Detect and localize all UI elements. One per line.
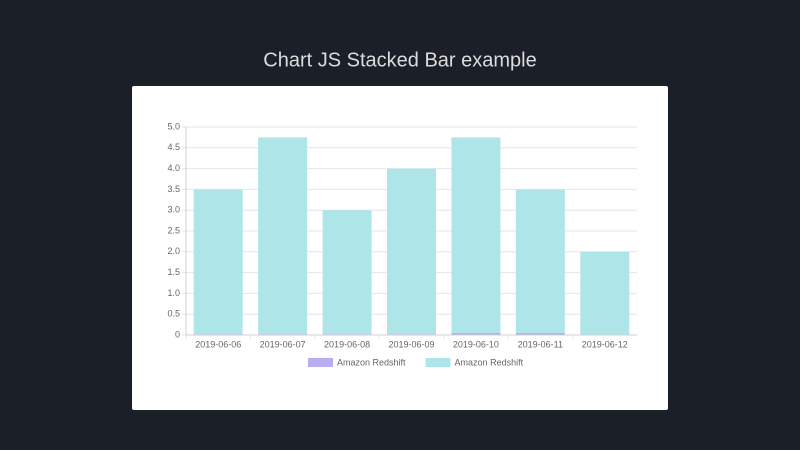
bar-segment [515, 332, 565, 335]
y-tick-label: 0 [175, 329, 180, 339]
x-tick-label: 2019-06-11 [518, 339, 563, 349]
page-title: Chart JS Stacked Bar example [263, 49, 536, 71]
y-tick-label: 2.5 [167, 225, 180, 235]
y-tick-label: 1.5 [167, 267, 180, 277]
bar-segment [451, 332, 501, 335]
bar-segment [580, 251, 630, 335]
y-tick-label: 1.0 [167, 288, 180, 298]
y-tick-label: 3.0 [167, 205, 180, 215]
bar-segment [387, 168, 436, 335]
legend-swatch [308, 358, 333, 367]
bar-segment [322, 210, 372, 335]
y-tick-label: 5.0 [167, 121, 180, 131]
x-tick-label: 2019-06-06 [195, 339, 241, 349]
y-tick-label: 0.5 [167, 309, 180, 319]
y-tick-label: 2.0 [167, 246, 180, 256]
x-tick-label: 2019-06-12 [582, 339, 628, 349]
legend-label: Amazon Redshift [337, 357, 406, 367]
y-tick-label: 3.5 [167, 184, 180, 194]
bar-segment [515, 189, 565, 333]
x-tick-label: 2019-06-07 [260, 339, 306, 349]
x-tick-label: 2019-06-08 [324, 339, 370, 349]
x-tick-label: 2019-06-10 [453, 339, 499, 349]
bar-segment [258, 137, 308, 335]
y-tick-label: 4.0 [167, 163, 180, 173]
y-tick-label: 4.5 [167, 142, 180, 152]
bar-segment [451, 137, 501, 333]
legend-label: Amazon Redshift [455, 357, 524, 367]
x-tick-label: 2019-06-09 [388, 339, 434, 349]
legend-swatch [425, 358, 451, 367]
bar-segment [193, 189, 243, 335]
